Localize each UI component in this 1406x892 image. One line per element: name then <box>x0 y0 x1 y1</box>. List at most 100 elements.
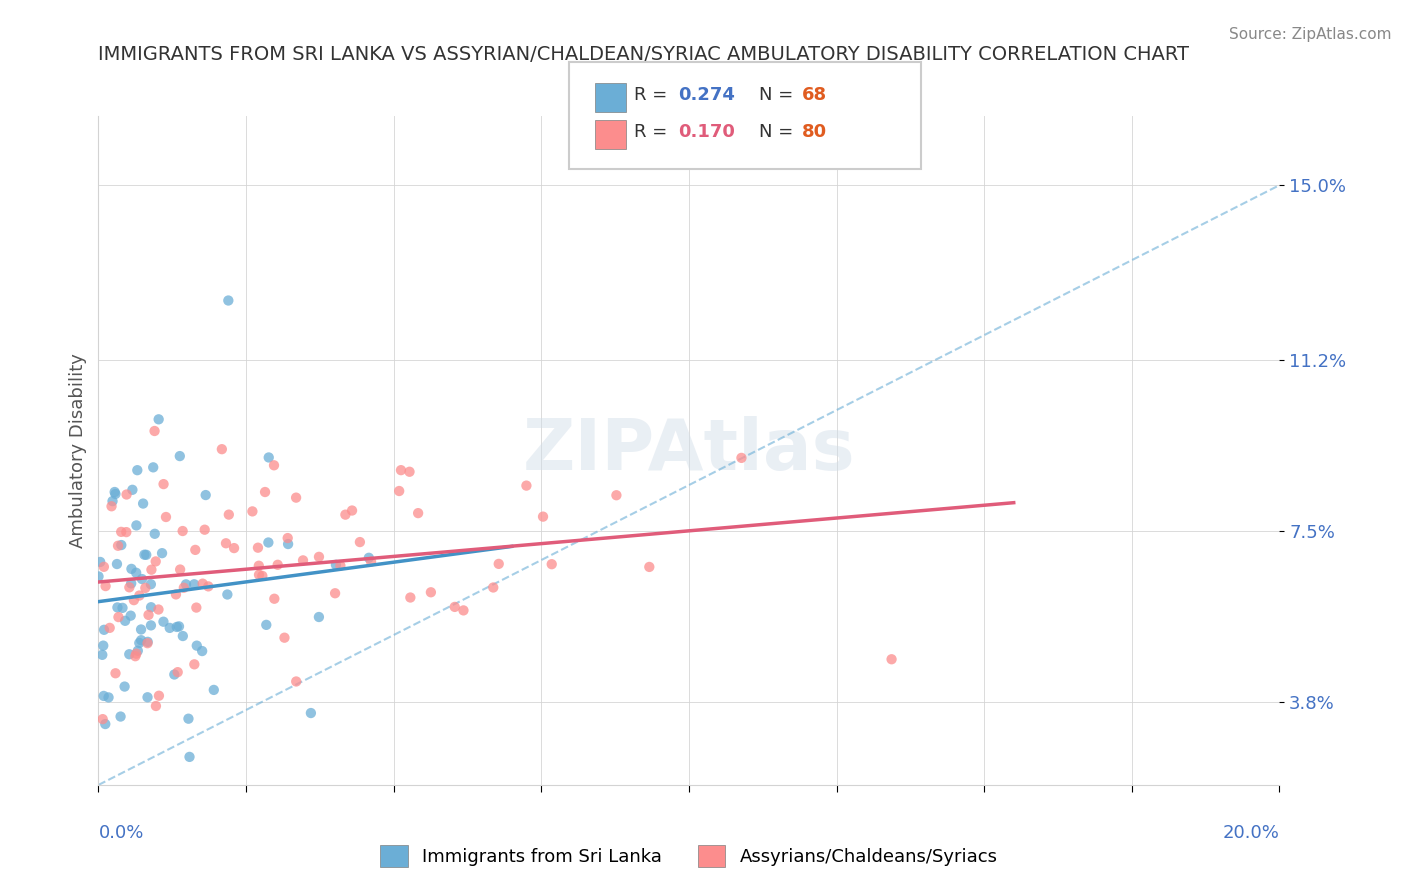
Point <box>285 674 308 689</box>
Point <box>101 494 124 508</box>
Point <box>531 509 554 524</box>
Point <box>165 587 187 601</box>
Point <box>114 680 136 694</box>
Point <box>340 503 363 517</box>
Point <box>399 591 422 605</box>
Point <box>152 615 174 629</box>
Point <box>120 576 142 591</box>
Point <box>263 591 285 606</box>
Point <box>254 485 277 500</box>
Point <box>143 526 166 541</box>
Point <box>515 478 537 492</box>
Point <box>398 465 420 479</box>
Point <box>186 600 208 615</box>
Point <box>292 553 315 567</box>
Point <box>111 600 134 615</box>
Point <box>194 523 217 537</box>
Point <box>104 485 127 500</box>
Point <box>159 621 181 635</box>
Point <box>89 555 111 569</box>
Text: IMMIGRANTS FROM SRI LANKA VS ASSYRIAN/CHALDEAN/SYRIAC AMBULATORY DISABILITY CORR: IMMIGRANTS FROM SRI LANKA VS ASSYRIAN/CH… <box>98 45 1189 63</box>
Point <box>141 563 163 577</box>
Point <box>132 497 155 511</box>
Point <box>148 602 170 616</box>
Point <box>87 569 110 583</box>
Point <box>120 562 142 576</box>
Point <box>247 567 270 582</box>
Point <box>118 580 141 594</box>
Point <box>357 550 380 565</box>
Point <box>125 518 148 533</box>
Point <box>285 491 308 505</box>
Point <box>218 508 240 522</box>
Point <box>107 539 129 553</box>
Point <box>173 581 195 595</box>
Point <box>308 610 330 624</box>
Point <box>142 460 165 475</box>
Text: 0.170: 0.170 <box>678 123 734 141</box>
Point <box>277 531 299 545</box>
Text: 20.0%: 20.0% <box>1223 824 1279 842</box>
Point <box>242 504 264 518</box>
Point <box>257 535 280 549</box>
Point <box>308 549 330 564</box>
Point <box>638 560 661 574</box>
Point <box>389 463 412 477</box>
Point <box>163 667 186 681</box>
Point <box>155 510 177 524</box>
Point <box>172 629 194 643</box>
Text: R =: R = <box>634 123 673 141</box>
Point <box>148 412 170 426</box>
Point <box>93 559 115 574</box>
Point <box>323 586 346 600</box>
Point <box>174 577 197 591</box>
Point <box>105 557 128 571</box>
Text: ZIPAtlas: ZIPAtlas <box>523 416 855 485</box>
Point <box>124 649 146 664</box>
Point <box>257 450 280 465</box>
Point <box>135 548 157 562</box>
Point <box>148 689 170 703</box>
Point <box>299 706 322 720</box>
Point <box>191 576 214 591</box>
Point <box>145 554 167 568</box>
Point <box>115 525 138 540</box>
Point <box>172 524 194 538</box>
Point <box>254 618 277 632</box>
Point <box>110 538 132 552</box>
Point <box>152 477 174 491</box>
Point <box>360 555 382 569</box>
Point <box>186 639 208 653</box>
Point <box>211 442 233 457</box>
Point <box>122 593 145 607</box>
Point <box>134 548 156 562</box>
Point <box>388 483 411 498</box>
Text: 0.0%: 0.0% <box>98 824 143 842</box>
Point <box>217 587 239 601</box>
Point <box>131 572 153 586</box>
Point <box>114 614 136 628</box>
Y-axis label: Ambulatory Disability: Ambulatory Disability <box>69 353 87 548</box>
Point <box>488 557 510 571</box>
Point <box>110 524 132 539</box>
Point <box>730 450 752 465</box>
Point <box>94 717 117 731</box>
Point <box>129 623 152 637</box>
Point <box>143 424 166 438</box>
Text: 80: 80 <box>801 123 827 141</box>
Point <box>104 666 127 681</box>
Text: 68: 68 <box>801 86 827 103</box>
Point <box>202 682 225 697</box>
Point <box>125 647 148 661</box>
Point <box>139 618 162 632</box>
Point <box>104 487 127 501</box>
Point <box>273 631 295 645</box>
Point <box>139 600 162 615</box>
Point <box>252 569 274 583</box>
Point <box>120 608 142 623</box>
Point <box>194 488 217 502</box>
Point <box>91 712 114 726</box>
Point <box>121 483 143 497</box>
Point <box>145 698 167 713</box>
Point <box>118 647 141 661</box>
